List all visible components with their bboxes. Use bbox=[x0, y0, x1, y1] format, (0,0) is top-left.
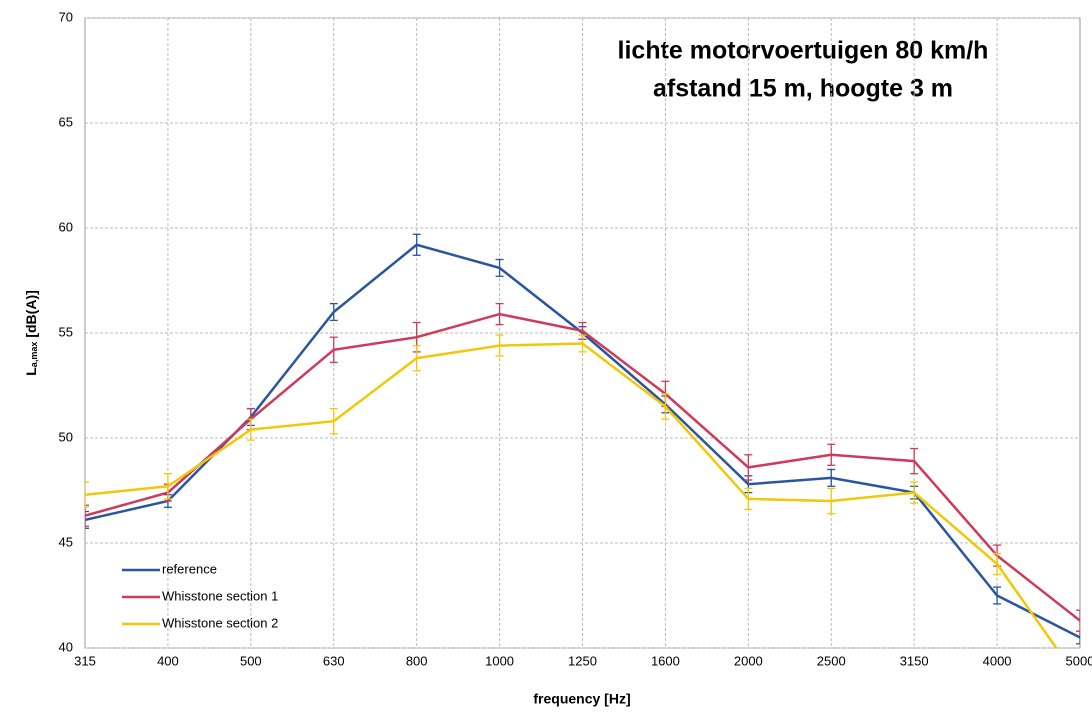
error-bar bbox=[1076, 671, 1084, 692]
x-tick-label: 4000 bbox=[983, 653, 1012, 668]
y-axis-label: La,max [dB(A)] bbox=[23, 290, 40, 376]
legend-label: Whisstone section 1 bbox=[162, 588, 278, 603]
y-tick-label: 55 bbox=[59, 324, 73, 339]
y-tick-label: 60 bbox=[59, 219, 73, 234]
error-bar bbox=[495, 302, 504, 326]
error-bar bbox=[993, 552, 1002, 576]
x-tick-label: 2500 bbox=[817, 653, 846, 668]
x-tick-label: 315 bbox=[74, 653, 96, 668]
error-bar bbox=[578, 334, 587, 353]
error-bar bbox=[661, 393, 670, 420]
error-bar bbox=[495, 258, 504, 277]
error-bar bbox=[412, 233, 421, 256]
x-tick-label: 1600 bbox=[651, 653, 680, 668]
error-bar bbox=[329, 302, 338, 322]
legend-label: reference bbox=[162, 561, 217, 576]
error-bar bbox=[827, 468, 836, 487]
error-bar bbox=[827, 487, 836, 515]
error-bar bbox=[495, 334, 504, 357]
x-tick-label: 800 bbox=[406, 653, 428, 668]
x-tick-label: 500 bbox=[240, 653, 262, 668]
x-tick-label: 5000 bbox=[1066, 653, 1092, 668]
y-tick-label: 50 bbox=[59, 429, 73, 444]
error-bar bbox=[85, 510, 89, 529]
error-bar bbox=[1076, 630, 1080, 645]
error-bar bbox=[1076, 609, 1080, 632]
x-tick-label: 400 bbox=[157, 653, 179, 668]
y-tick-label: 45 bbox=[59, 534, 73, 549]
error-bar bbox=[910, 447, 919, 475]
y-tick-label: 65 bbox=[59, 114, 73, 129]
x-tick-label: 3150 bbox=[900, 653, 929, 668]
error-bar bbox=[910, 481, 919, 504]
error-bar bbox=[744, 487, 753, 511]
y-tick-label: 70 bbox=[59, 9, 73, 24]
x-tick-label: 630 bbox=[323, 653, 345, 668]
error-bar bbox=[85, 481, 89, 508]
y-label-sub: a,max bbox=[29, 342, 39, 368]
error-bar bbox=[246, 418, 255, 441]
x-axis-label: frequency [Hz] bbox=[533, 691, 630, 707]
x-tick-label: 1000 bbox=[485, 653, 514, 668]
error-bar bbox=[993, 586, 1002, 605]
chart-title: afstand 15 m, hoogte 3 m bbox=[653, 75, 953, 103]
error-bar bbox=[163, 473, 172, 500]
error-bar bbox=[827, 443, 836, 466]
error-bar bbox=[85, 504, 89, 527]
y-tick-label: 40 bbox=[59, 639, 73, 654]
error-bar bbox=[744, 454, 753, 481]
plot-series bbox=[85, 233, 1084, 692]
legend-label: Whisstone section 2 bbox=[162, 615, 278, 630]
y-label-main: L bbox=[23, 367, 39, 376]
error-bar bbox=[412, 344, 421, 372]
y-label-unit: [dB(A)] bbox=[23, 290, 39, 337]
x-tick-label: 1250 bbox=[568, 653, 597, 668]
error-bar bbox=[329, 407, 338, 435]
error-bar bbox=[329, 336, 338, 364]
chart-title: lichte motorvoertuigen 80 km/h bbox=[618, 37, 989, 65]
x-tick-label: 2000 bbox=[734, 653, 763, 668]
